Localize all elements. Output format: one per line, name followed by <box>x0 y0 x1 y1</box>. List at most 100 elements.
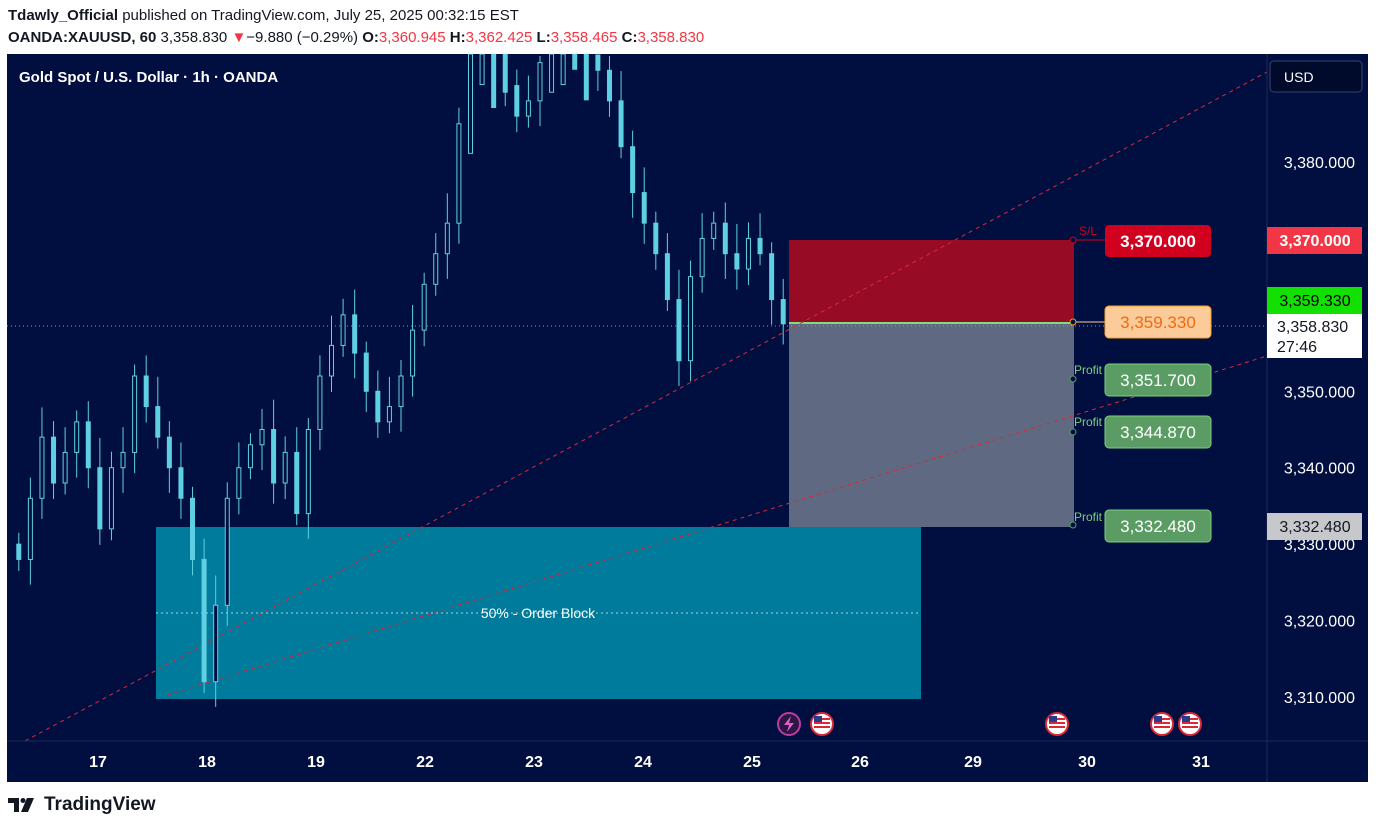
candle-body[interactable] <box>664 253 670 301</box>
change-arrow-icon: ▼ <box>231 29 247 46</box>
candle-body[interactable] <box>143 375 149 408</box>
publish-info: Tdawly_Official published on TradingView… <box>8 7 519 24</box>
tp2-label-box[interactable] <box>1104 415 1212 449</box>
tp3-label-box[interactable] <box>1104 509 1212 543</box>
close-label: C: <box>621 29 638 46</box>
candle-body[interactable] <box>641 192 647 224</box>
candle-body[interactable] <box>780 299 786 325</box>
candle-body[interactable] <box>734 253 740 270</box>
tp1-label-box[interactable] <box>1104 363 1212 397</box>
us-flag-icon[interactable] <box>1150 712 1174 736</box>
candle-body[interactable] <box>317 375 323 430</box>
currency-button[interactable] <box>1269 60 1363 93</box>
entry-label-box[interactable] <box>1104 305 1212 339</box>
candle-body[interactable] <box>630 146 636 194</box>
tradingview-logo-icon <box>8 798 34 812</box>
candle-body[interactable] <box>456 123 462 224</box>
candle-body[interactable] <box>572 54 578 70</box>
candle-body[interactable] <box>444 222 450 255</box>
sl-handle[interactable] <box>1069 236 1077 244</box>
candle-body[interactable] <box>375 390 381 423</box>
candle-body[interactable] <box>583 54 589 101</box>
author-name[interactable]: Tdawly_Official <box>8 7 119 24</box>
candle-body[interactable] <box>213 604 219 683</box>
candle-body[interactable] <box>514 85 520 117</box>
entry-handle[interactable] <box>1069 318 1077 326</box>
candle-body[interactable] <box>74 421 80 453</box>
candle-body[interactable] <box>618 100 624 148</box>
candle-body[interactable] <box>537 62 543 102</box>
candle-body[interactable] <box>479 54 485 86</box>
candle-body[interactable] <box>491 54 497 108</box>
candle-body[interactable] <box>294 451 300 515</box>
candle-body[interactable] <box>190 497 196 560</box>
candle-body[interactable] <box>259 429 265 446</box>
candle-body[interactable] <box>688 276 694 362</box>
candle-body[interactable] <box>769 253 775 301</box>
candle-body[interactable] <box>421 283 427 331</box>
candle-body[interactable] <box>722 222 728 255</box>
axis-target-value: 3,332.480 <box>1279 519 1350 536</box>
candle-body[interactable] <box>178 467 184 499</box>
candle-body[interactable] <box>132 375 138 453</box>
entry-value: 3,359.330 <box>1120 313 1196 332</box>
tp3-handle[interactable] <box>1069 521 1077 529</box>
candle-body[interactable] <box>224 497 230 606</box>
candle-body[interactable] <box>62 451 68 484</box>
us-flag-icon[interactable] <box>1178 712 1202 736</box>
candle-body[interactable] <box>85 421 91 469</box>
chart-frame[interactable]: 50% - Order Block S/L 3,370.000 3,359.33… <box>7 54 1368 782</box>
candle-body[interactable] <box>386 406 392 423</box>
candle-body[interactable] <box>340 314 346 346</box>
candle-body[interactable] <box>525 100 531 117</box>
price-chart[interactable]: 50% - Order Block S/L 3,370.000 3,359.33… <box>7 54 1368 782</box>
symbol: OANDA:XAUUSD, 60 <box>8 29 157 46</box>
candle-body[interactable] <box>16 543 22 560</box>
tp1-handle[interactable] <box>1069 375 1077 383</box>
take-profit-zone[interactable] <box>789 323 1074 527</box>
candle-body[interactable] <box>352 314 358 354</box>
candle-body[interactable] <box>676 299 682 362</box>
stop-loss-label-box[interactable] <box>1105 225 1211 257</box>
us-flag-icon[interactable] <box>1045 712 1069 736</box>
change: −9.880 (−0.29%) <box>246 29 359 46</box>
candle-body[interactable] <box>757 237 763 255</box>
candle-body[interactable] <box>97 467 103 530</box>
candle-body[interactable] <box>467 54 473 154</box>
candle-body[interactable] <box>236 467 242 499</box>
candle-body[interactable] <box>549 54 555 93</box>
candle-body[interactable] <box>329 344 335 377</box>
candle-body[interactable] <box>745 237 751 270</box>
candle-body[interactable] <box>39 436 45 499</box>
ohlc-line: OANDA:XAUUSD, 60 3,358.830 ▼−9.880 (−0.2… <box>8 29 704 46</box>
upper-trendline[interactable] <box>24 71 1268 742</box>
candle-body[interactable] <box>606 69 612 102</box>
candle-body[interactable] <box>653 222 659 255</box>
lightning-icon[interactable] <box>777 712 801 736</box>
footer-brand[interactable]: TradingView <box>8 794 156 816</box>
candle-body[interactable] <box>120 451 126 469</box>
candle-body[interactable] <box>560 54 566 86</box>
candle-body[interactable] <box>51 436 57 484</box>
candle-body[interactable] <box>305 429 311 515</box>
stop-loss-zone[interactable] <box>789 240 1074 323</box>
candle-body[interactable] <box>595 54 601 71</box>
candle-body[interactable] <box>247 444 253 469</box>
candle-body[interactable] <box>108 467 114 530</box>
candle-body[interactable] <box>271 429 277 484</box>
candle-body[interactable] <box>711 222 717 239</box>
candle-body[interactable] <box>201 558 207 683</box>
candle-body[interactable] <box>166 436 172 469</box>
candle-body[interactable] <box>410 329 416 377</box>
candle-body[interactable] <box>27 497 33 560</box>
candle-body[interactable] <box>363 352 369 392</box>
order-block-zone[interactable] <box>156 527 921 699</box>
candle-body[interactable] <box>433 253 439 285</box>
candle-body[interactable] <box>155 406 161 438</box>
candle-body[interactable] <box>699 237 705 278</box>
candle-body[interactable] <box>282 451 288 484</box>
candle-body[interactable] <box>502 54 508 93</box>
candle-body[interactable] <box>398 375 404 408</box>
tp2-handle[interactable] <box>1069 428 1077 436</box>
us-flag-icon[interactable] <box>810 712 834 736</box>
